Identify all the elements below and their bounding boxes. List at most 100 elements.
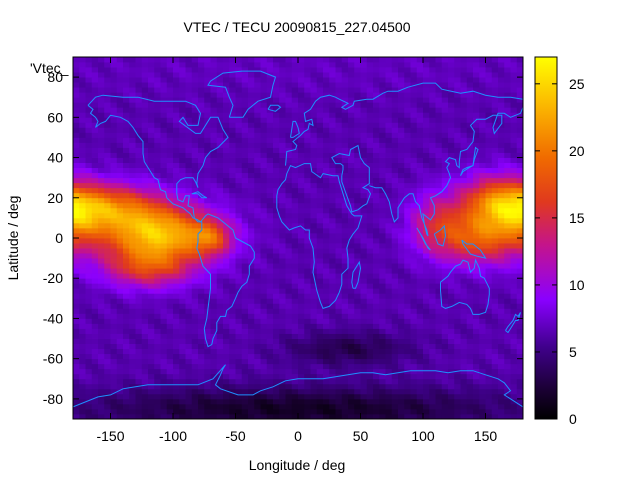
heat-cell bbox=[366, 112, 374, 118]
heat-cell bbox=[323, 353, 330, 360]
heat-cell bbox=[173, 403, 180, 410]
heat-cell bbox=[285, 92, 293, 98]
heat-cell bbox=[254, 268, 261, 274]
heat-cell bbox=[123, 112, 130, 118]
heat-cell bbox=[379, 303, 386, 309]
heat-cell bbox=[235, 378, 243, 385]
heat-cell bbox=[241, 192, 249, 199]
heat-cell bbox=[485, 142, 493, 148]
heat-cell bbox=[304, 112, 311, 118]
heat-cell bbox=[129, 393, 136, 400]
heat-cell bbox=[354, 378, 361, 385]
heat-cell bbox=[116, 268, 124, 274]
heat-cell bbox=[448, 388, 455, 395]
heat-cell bbox=[141, 388, 149, 395]
heat-cell bbox=[391, 162, 399, 169]
heat-cell bbox=[216, 333, 224, 339]
heat-cell bbox=[304, 263, 311, 269]
heat-cell bbox=[329, 107, 336, 113]
heat-cell bbox=[248, 82, 255, 88]
heat-cell bbox=[416, 162, 424, 169]
heat-cell bbox=[304, 318, 311, 324]
heat-cell bbox=[335, 122, 343, 128]
heat-cell bbox=[260, 97, 268, 103]
heat-cell bbox=[304, 182, 311, 189]
heat-cell bbox=[160, 197, 168, 204]
heat-cell bbox=[310, 413, 318, 420]
heat-cell bbox=[329, 293, 336, 299]
heat-cell bbox=[116, 328, 124, 334]
heat-cell bbox=[385, 308, 393, 314]
heat-cell bbox=[166, 157, 174, 163]
heat-cell bbox=[498, 207, 505, 214]
heat-cell bbox=[516, 288, 524, 294]
heat-cell bbox=[123, 258, 130, 264]
heat-cell bbox=[129, 132, 136, 138]
heat-cell bbox=[191, 398, 199, 405]
heat-cell bbox=[166, 187, 174, 194]
heat-cell bbox=[210, 172, 218, 179]
heat-cell bbox=[210, 82, 218, 88]
heat-cell bbox=[460, 388, 468, 395]
heat-cell bbox=[479, 328, 486, 334]
heat-cell bbox=[141, 338, 149, 344]
heat-cell bbox=[398, 217, 405, 224]
heat-cell bbox=[173, 373, 180, 380]
heat-cell bbox=[241, 358, 249, 365]
heat-cell bbox=[204, 97, 211, 103]
heat-cell bbox=[273, 343, 280, 350]
heat-cell bbox=[279, 197, 286, 204]
heat-cell bbox=[73, 258, 80, 264]
heat-cell bbox=[235, 408, 243, 415]
heat-cell bbox=[104, 117, 111, 123]
heat-cell bbox=[491, 333, 499, 339]
heat-cell bbox=[104, 202, 111, 209]
heat-cell bbox=[216, 82, 224, 88]
heat-cell bbox=[216, 67, 224, 73]
heat-cell bbox=[429, 182, 436, 189]
heat-cell bbox=[310, 82, 318, 88]
heat-cell bbox=[466, 368, 474, 375]
heat-cell bbox=[129, 283, 136, 289]
heat-cell bbox=[98, 177, 105, 184]
heat-cell bbox=[498, 273, 505, 279]
heat-cell bbox=[110, 278, 118, 284]
heat-cell bbox=[354, 172, 361, 179]
heat-cell bbox=[435, 127, 443, 133]
heat-cell bbox=[235, 318, 243, 324]
heat-cell bbox=[235, 323, 243, 329]
heat-cell bbox=[460, 177, 468, 184]
heat-cell bbox=[354, 278, 361, 284]
heat-cell bbox=[116, 172, 124, 179]
heat-cell bbox=[454, 398, 461, 405]
heat-cell bbox=[173, 222, 180, 229]
heat-cell bbox=[191, 142, 199, 148]
heat-cell bbox=[423, 152, 430, 158]
heat-cell bbox=[129, 182, 136, 189]
heat-cell bbox=[391, 132, 399, 138]
heat-cell bbox=[504, 268, 511, 274]
heat-cell bbox=[460, 303, 468, 309]
heat-cell bbox=[329, 192, 336, 199]
heat-cell bbox=[273, 232, 280, 239]
heat-cell bbox=[404, 413, 411, 420]
heat-cell bbox=[360, 167, 368, 174]
heat-cell bbox=[391, 182, 399, 189]
heat-cell bbox=[298, 177, 305, 184]
heat-cell bbox=[210, 238, 218, 244]
heat-cell bbox=[285, 207, 293, 214]
heat-cell bbox=[104, 227, 111, 234]
heat-cell bbox=[110, 398, 118, 405]
heat-cell bbox=[154, 227, 161, 234]
heat-cell bbox=[391, 167, 399, 174]
heat-cell bbox=[273, 142, 280, 148]
heat-cell bbox=[479, 107, 486, 113]
heat-cell bbox=[254, 102, 261, 108]
heat-cell bbox=[460, 142, 468, 148]
heat-cell bbox=[448, 167, 455, 174]
heat-cell bbox=[173, 217, 180, 224]
heat-cell bbox=[410, 117, 418, 123]
heat-cell bbox=[485, 373, 493, 380]
heat-cell bbox=[85, 132, 93, 138]
heat-cell bbox=[454, 253, 461, 259]
